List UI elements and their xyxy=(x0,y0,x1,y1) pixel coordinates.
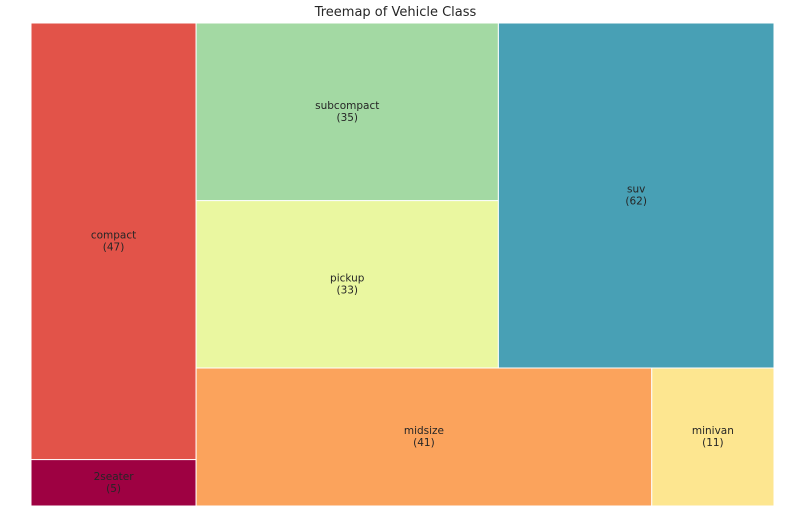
tile-midsize xyxy=(195,367,653,507)
tile-suv xyxy=(497,22,775,369)
tile-label-midsize: midsize (41) xyxy=(404,425,444,449)
tile-label-compact: compact (47) xyxy=(91,229,136,253)
tile-pickup xyxy=(195,200,499,369)
tile-label-2seater: 2seater (5) xyxy=(94,471,135,495)
tile-compact xyxy=(30,22,197,461)
tile-subcompact xyxy=(195,22,499,202)
tile-minivan xyxy=(651,367,775,507)
tile-label-suv: suv (62) xyxy=(625,184,647,208)
chart-title: Treemap of Vehicle Class xyxy=(314,5,477,20)
tile-label-pickup: pickup (33) xyxy=(330,272,365,296)
tile-label-minivan: minivan (11) xyxy=(692,425,734,449)
tile-label-subcompact: subcompact (35) xyxy=(315,100,379,124)
